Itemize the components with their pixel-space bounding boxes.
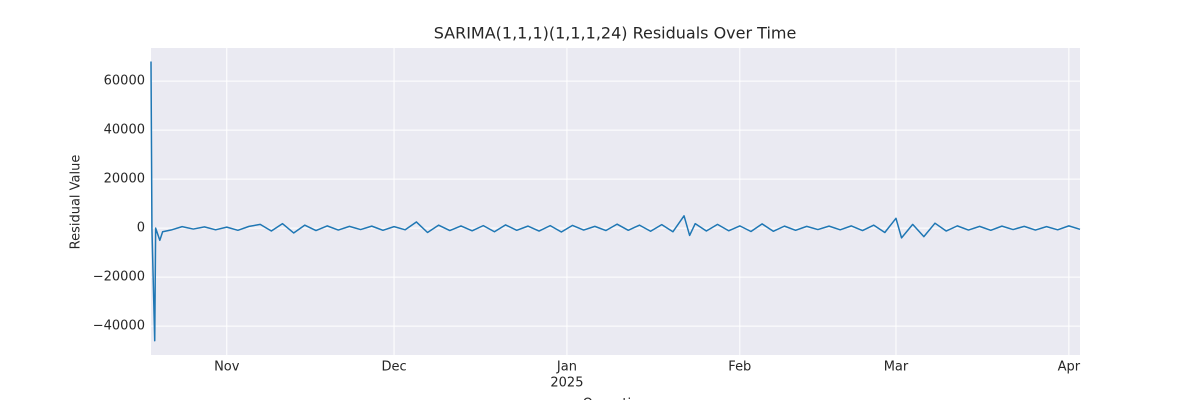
x-tick-label: Apr: [1058, 360, 1081, 375]
x-axis-label: Operation: [583, 397, 648, 400]
x-tick-sublabel: 2025: [550, 376, 583, 391]
y-tick-label: 60000: [104, 74, 145, 89]
y-tick-label: −20000: [93, 270, 145, 285]
residual-line: [150, 61, 1081, 342]
chart-title: SARIMA(1,1,1)(1,1,1,24) Residuals Over T…: [434, 24, 797, 43]
y-tick-label: 20000: [104, 172, 145, 187]
x-tick-label: Feb: [728, 360, 751, 375]
y-axis-label: Residual Value: [69, 155, 84, 250]
x-tick-label: Nov: [214, 360, 240, 375]
x-tick-label: Dec: [381, 360, 406, 375]
plot-area: [151, 48, 1080, 355]
x-tick-label: Jan: [556, 360, 577, 375]
y-tick-label: 0: [137, 221, 145, 236]
y-tick-label: −40000: [93, 319, 145, 334]
x-tick-label: Mar: [884, 360, 909, 375]
y-tick-label: 40000: [104, 123, 145, 138]
